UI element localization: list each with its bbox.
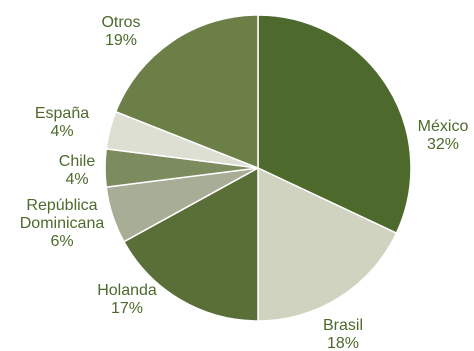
pie-slice-mexico bbox=[257, 14, 412, 235]
pie-label-brasil: Brasil 18% bbox=[323, 317, 363, 351]
pie-slice-brasil bbox=[257, 166, 398, 322]
pie-label-mexico: México 32% bbox=[418, 118, 469, 153]
pie-label-espana: España 4% bbox=[35, 105, 89, 140]
pie-label-holanda: Holanda 17% bbox=[97, 282, 157, 317]
pie-slices bbox=[104, 14, 412, 322]
pie-slice-otros bbox=[114, 14, 259, 170]
pie-label-republica-dominicana: República Dominicana 6% bbox=[20, 197, 105, 250]
pie-label-chile: Chile 4% bbox=[59, 153, 96, 188]
pie-label-otros: Otros 19% bbox=[101, 14, 140, 49]
pie-slice-holanda bbox=[122, 166, 259, 322]
pie-labels: México 32% Brasil 18% Holanda 17% República Dom… bbox=[20, 14, 469, 351]
